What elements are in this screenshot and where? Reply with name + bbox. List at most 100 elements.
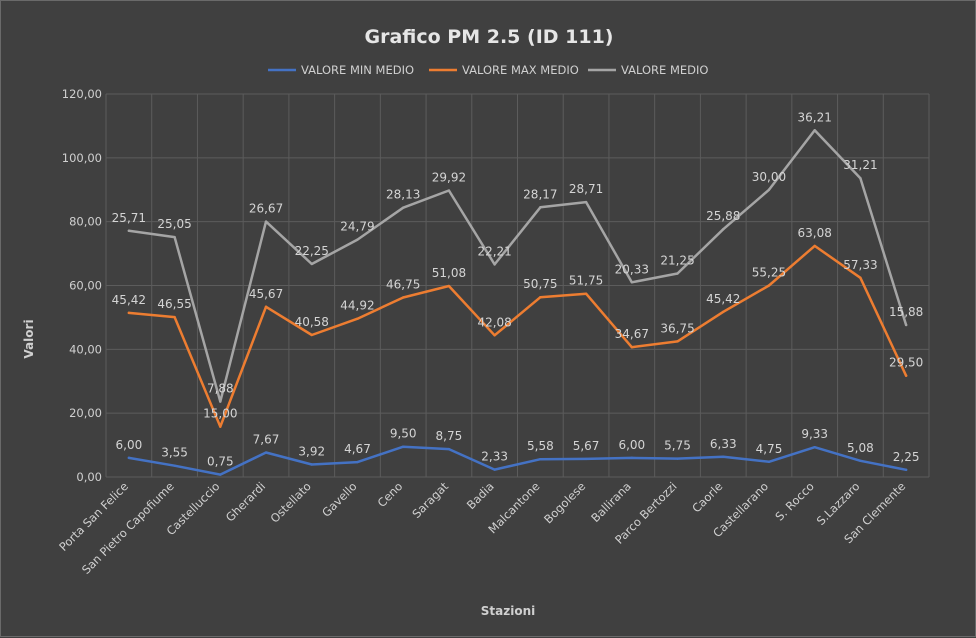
data-label: 0,75 bbox=[207, 455, 234, 469]
chart-title: Grafico PM 2.5 (ID 111) bbox=[364, 26, 613, 48]
legend-label: VALORE MEDIO bbox=[621, 63, 708, 77]
data-point bbox=[584, 457, 588, 461]
x-tick-label: S. Rocco bbox=[772, 479, 816, 523]
data-point bbox=[859, 176, 862, 180]
data-point bbox=[401, 296, 405, 299]
data-point bbox=[127, 229, 131, 233]
data-point bbox=[722, 228, 725, 231]
x-tick-label: Gavello bbox=[319, 479, 359, 519]
data-label: 7,88 bbox=[207, 382, 234, 396]
data-label: 5,58 bbox=[527, 439, 554, 453]
data-point bbox=[310, 463, 313, 466]
data-point bbox=[493, 334, 496, 337]
y-tick-label: 80,00 bbox=[69, 215, 102, 229]
y-tick-label: 60,00 bbox=[69, 279, 102, 293]
data-label: 7,67 bbox=[253, 433, 280, 447]
data-point bbox=[264, 305, 268, 308]
x-tick-label: S.Lazzaro bbox=[814, 479, 863, 528]
data-label: 22,21 bbox=[477, 244, 511, 258]
data-label: 15,00 bbox=[203, 407, 237, 421]
data-label: 40,58 bbox=[295, 315, 329, 329]
data-point bbox=[767, 188, 771, 191]
data-label: 42,08 bbox=[477, 315, 511, 329]
data-label: 51,75 bbox=[569, 274, 603, 288]
x-tick-label: San Pietro Capofiume bbox=[79, 479, 177, 577]
data-label: 29,50 bbox=[889, 356, 923, 370]
data-point bbox=[676, 457, 679, 460]
series-line bbox=[127, 244, 908, 428]
data-point bbox=[264, 451, 268, 454]
data-label: 5,08 bbox=[847, 441, 874, 455]
x-tick-label: Ceno bbox=[375, 479, 406, 510]
data-point bbox=[767, 460, 771, 464]
data-label: 5,75 bbox=[664, 439, 691, 453]
data-point bbox=[447, 447, 451, 451]
y-tick-label: 40,00 bbox=[69, 342, 102, 356]
data-point bbox=[127, 311, 131, 315]
data-label: 8,75 bbox=[436, 429, 463, 443]
data-label: 25,71 bbox=[112, 211, 146, 225]
data-point bbox=[767, 284, 771, 287]
data-point bbox=[219, 400, 222, 403]
data-point bbox=[813, 446, 816, 449]
data-point bbox=[173, 315, 176, 319]
data-point bbox=[859, 459, 862, 462]
data-point bbox=[401, 206, 405, 209]
data-point bbox=[676, 272, 679, 275]
data-point bbox=[310, 333, 313, 337]
y-tick-label: 20,00 bbox=[69, 406, 102, 420]
data-labels: 6,00 3,55 0,75 7,67 3,92 4,67 9,50 8,75 2,33 5,58… bbox=[112, 110, 924, 468]
data-label: 9,50 bbox=[390, 427, 417, 441]
data-label: 44,92 bbox=[340, 299, 374, 313]
x-tick-label: Caorle bbox=[689, 479, 725, 515]
data-point bbox=[813, 129, 816, 132]
data-label: 26,67 bbox=[249, 202, 283, 216]
x-tick-label: Badia bbox=[464, 479, 497, 512]
data-point bbox=[173, 464, 176, 467]
data-label: 4,67 bbox=[344, 442, 371, 456]
x-tick-label: Ballirana bbox=[588, 479, 634, 525]
data-label: 4,75 bbox=[756, 442, 783, 456]
data-label: 63,08 bbox=[798, 226, 832, 240]
data-point bbox=[539, 296, 542, 299]
x-tick-label: Saragat bbox=[409, 479, 451, 521]
y-tick-label: 120,00 bbox=[62, 87, 102, 101]
data-point bbox=[401, 445, 405, 448]
data-point bbox=[584, 292, 588, 295]
data-point bbox=[904, 374, 908, 377]
data-point bbox=[356, 238, 359, 241]
data-point bbox=[219, 425, 222, 428]
data-label: 46,55 bbox=[157, 297, 191, 311]
data-label: 45,42 bbox=[706, 292, 740, 306]
data-point bbox=[722, 310, 725, 314]
x-tick-label: Gherardi bbox=[223, 479, 268, 524]
data-label: 34,67 bbox=[615, 327, 649, 341]
data-point bbox=[127, 456, 131, 460]
data-point bbox=[859, 276, 862, 280]
data-label: 28,71 bbox=[569, 182, 603, 196]
data-point bbox=[219, 473, 222, 476]
legend-label: VALORE MIN MEDIO bbox=[301, 63, 414, 77]
data-point bbox=[630, 456, 634, 460]
data-label: 9,33 bbox=[801, 427, 828, 441]
data-label: 45,67 bbox=[249, 287, 283, 301]
data-point bbox=[904, 468, 908, 472]
data-point bbox=[630, 345, 634, 349]
data-label: 50,75 bbox=[523, 277, 557, 291]
data-label: 22,25 bbox=[295, 244, 329, 258]
x-axis-title: Stazioni bbox=[481, 604, 535, 618]
data-label: 6,00 bbox=[618, 438, 645, 452]
y-axis-ticks: 0,00 20,00 40,00 60,00 80,00 100,00 120,00 bbox=[62, 87, 102, 484]
data-point bbox=[722, 455, 725, 458]
data-point bbox=[813, 244, 816, 248]
data-label: 2,25 bbox=[893, 450, 920, 464]
data-point bbox=[447, 284, 451, 288]
data-label: 29,92 bbox=[432, 171, 466, 185]
series-line bbox=[127, 129, 908, 403]
data-label: 5,67 bbox=[573, 439, 600, 453]
data-label: 6,33 bbox=[710, 437, 737, 451]
data-point bbox=[676, 340, 679, 343]
